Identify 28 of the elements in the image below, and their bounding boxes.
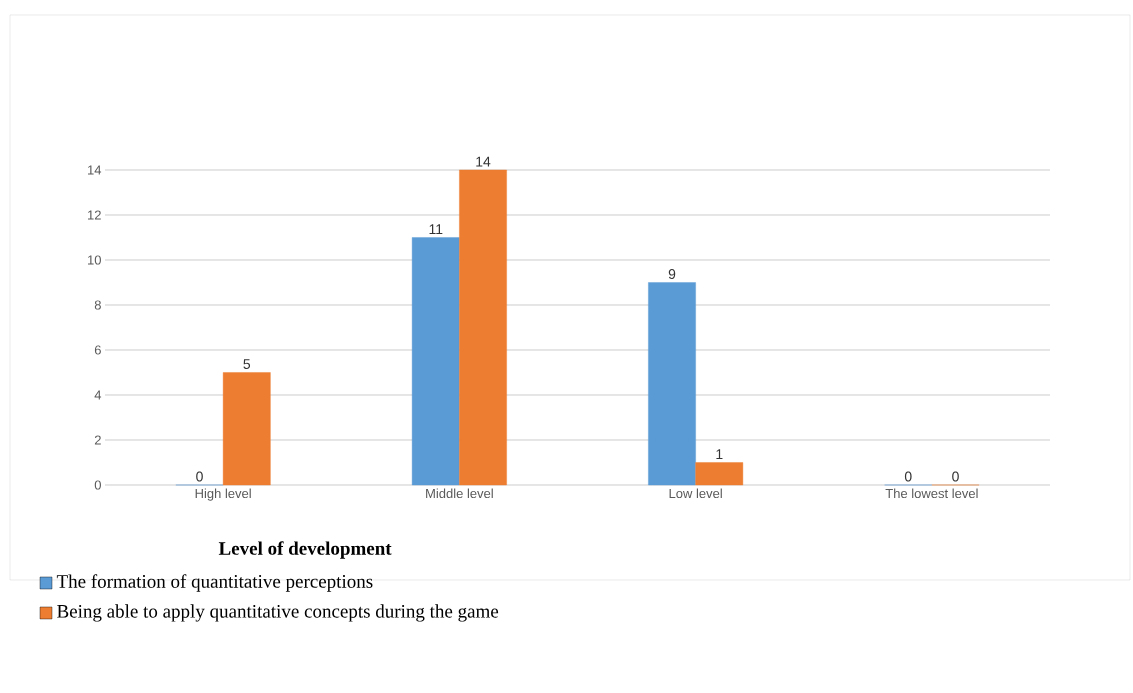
data-label: 9: [668, 269, 676, 279]
data-label: 14: [476, 156, 491, 167]
x-tick-label: Low level: [669, 488, 722, 499]
data-label: 0: [196, 471, 203, 482]
y-tick-label: 10: [88, 255, 101, 265]
legend-label: The formation of quantitative perceptions: [56, 574, 373, 592]
y-tick-label: 12: [88, 210, 101, 220]
data-label: 11: [429, 224, 443, 234]
y-tick-label: 0: [94, 480, 101, 490]
y-tick-label: 4: [94, 390, 102, 400]
y-tick-label: 14: [88, 165, 102, 175]
data-label: 5: [243, 359, 251, 369]
bar: [411, 237, 460, 486]
legend-label: Being able to apply quantitative concepts during the game: [57, 604, 499, 622]
bar: [648, 282, 696, 486]
text: Level of development: [218, 541, 392, 559]
x-tick-label: Middle level: [426, 488, 493, 499]
bar: [222, 372, 271, 486]
data-label: 0: [904, 471, 912, 482]
bar: [695, 462, 744, 486]
y-tick-label: 6: [94, 345, 101, 355]
x-tick-label: High level: [195, 488, 251, 501]
bar: [459, 169, 507, 486]
y-tick-label: 2: [94, 435, 101, 445]
x-tick-label: The lowest level: [885, 488, 978, 499]
data-label: 0: [952, 471, 959, 482]
data-label: 1: [716, 449, 723, 459]
y-tick-label: 8: [94, 300, 101, 310]
